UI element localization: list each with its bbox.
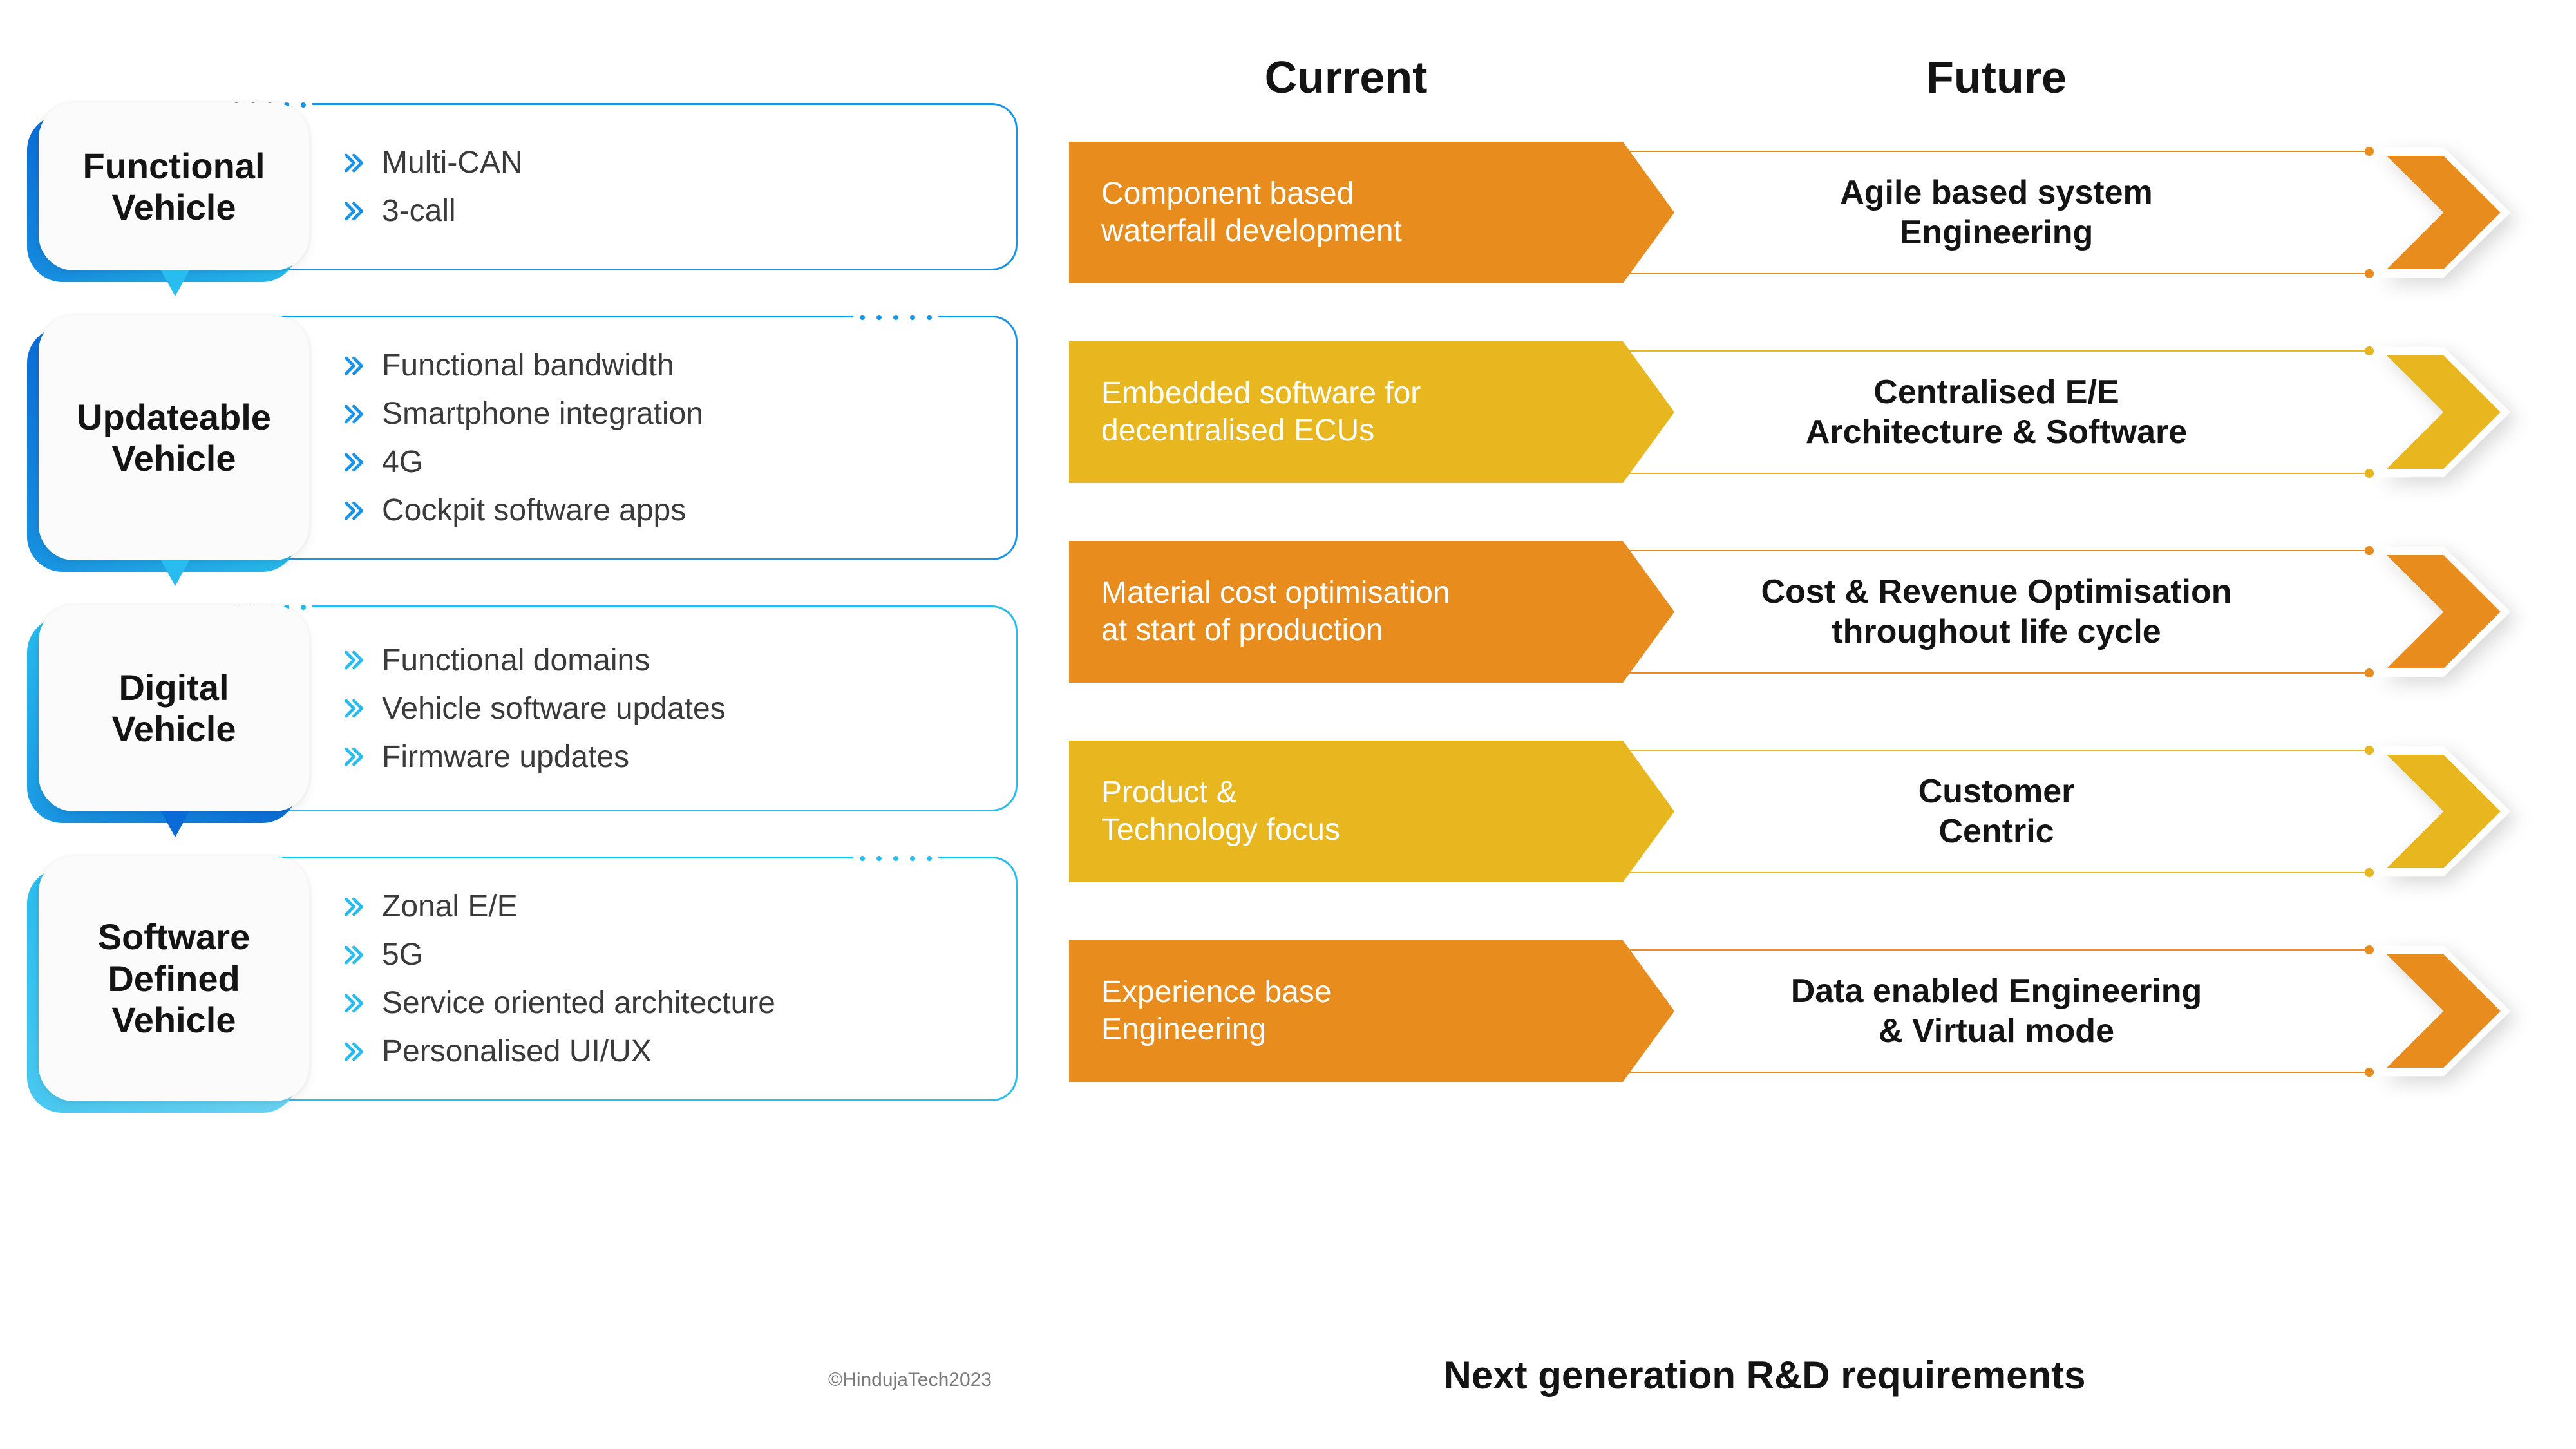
vehicle-feature-text: Personalised UI/UX — [382, 1034, 652, 1069]
vehicle-feature-item: Zonal E/E — [343, 889, 990, 924]
chevron-bullet-icon — [343, 745, 366, 768]
vehicle-badge: FunctionalVehicle — [39, 103, 309, 270]
chevron-bullet-icon — [343, 697, 366, 720]
vehicle-feature-text: Functional domains — [382, 643, 650, 678]
chevron-bullet-icon — [343, 1040, 366, 1063]
chevron-bullet-icon — [343, 895, 366, 918]
vehicle-feature-item: Smartphone integration — [343, 396, 990, 431]
vehicle-feature-item: Functional bandwidth — [343, 348, 990, 383]
future-state-text: Agile based systemEngineering — [1827, 173, 2166, 253]
current-state-box: Material cost optimisationat start of pr… — [1069, 541, 1623, 683]
chevron-arrow-icon — [2370, 142, 2537, 283]
vehicle-feature-text: Smartphone integration — [382, 396, 703, 431]
header-future: Future — [1623, 52, 2537, 103]
left-vehicle-cards: FunctionalVehicle Multi-CAN 3-call — [39, 52, 1018, 1397]
vehicle-badge: DigitalVehicle — [39, 605, 309, 811]
future-state-text: CustomerCentric — [1906, 772, 2088, 852]
column-headers: Current Future — [1069, 52, 2537, 103]
future-state-text: Centralised E/EArchitecture & Software — [1793, 372, 2200, 453]
chevron-arrow-icon — [2370, 940, 2537, 1082]
right-transition-diagram: Current Future Component basedwaterfall … — [1018, 52, 2537, 1397]
chevron-bullet-icon — [343, 943, 366, 967]
transition-row: Embedded software fordecentralised ECUs … — [1069, 341, 2537, 483]
footer-title: Next generation R&D requirements — [1069, 1353, 2537, 1397]
vehicle-feature-item: Vehicle software updates — [343, 691, 990, 726]
vehicle-feature-text: Cockpit software apps — [382, 493, 686, 528]
vehicle-feature-item: Functional domains — [343, 643, 990, 678]
vehicle-feature-text: Vehicle software updates — [382, 691, 726, 726]
vehicle-feature-item: 5G — [343, 937, 990, 972]
current-state-text: Component basedwaterfall development — [1101, 175, 1402, 249]
future-state-box: CustomerCentric — [1623, 741, 2370, 882]
chevron-arrow-icon — [2370, 541, 2537, 683]
vehicle-feature-text: Service oriented architecture — [382, 985, 775, 1021]
vehicle-feature-item: Cockpit software apps — [343, 493, 990, 528]
chevron-bullet-icon — [343, 151, 366, 175]
chevron-bullet-icon — [343, 451, 366, 474]
current-state-text: Embedded software fordecentralised ECUs — [1101, 375, 1421, 449]
vehicle-card: UpdateableVehicle Functional bandwidth S… — [39, 316, 1018, 560]
vehicle-feature-text: 5G — [382, 937, 423, 972]
current-state-text: Product &Technology focus — [1101, 774, 1340, 848]
vehicle-badge: UpdateableVehicle — [39, 316, 309, 560]
future-state-box: Data enabled Engineering& Virtual mode — [1623, 940, 2370, 1082]
chevron-arrow-icon — [2370, 741, 2537, 882]
vehicle-badge: SoftwareDefinedVehicle — [39, 857, 309, 1101]
chevron-bullet-icon — [343, 992, 366, 1015]
header-current: Current — [1069, 52, 1623, 103]
vehicle-feature-text: Firmware updates — [382, 739, 629, 775]
future-state-text: Data enabled Engineering& Virtual mode — [1778, 971, 2215, 1052]
chevron-arrow-icon — [2370, 341, 2537, 483]
chevron-bullet-icon — [343, 354, 366, 377]
vehicle-title: DigitalVehicle — [111, 667, 236, 750]
future-state-text: Cost & Revenue Optimisationthroughout li… — [1748, 572, 2245, 652]
current-state-text: Material cost optimisationat start of pr… — [1101, 574, 1450, 649]
vehicle-feature-item: 4G — [343, 444, 990, 480]
transition-row: Product &Technology focus CustomerCentri… — [1069, 741, 2537, 882]
vehicle-feature-item: 3-call — [343, 193, 990, 229]
current-state-box: Component basedwaterfall development — [1069, 142, 1623, 283]
future-state-box: Centralised E/EArchitecture & Software — [1623, 341, 2370, 483]
vehicle-card: FunctionalVehicle Multi-CAN 3-call — [39, 103, 1018, 270]
vehicle-feature-text: Zonal E/E — [382, 889, 518, 924]
vehicle-title: UpdateableVehicle — [77, 397, 271, 480]
vehicle-title: SoftwareDefinedVehicle — [98, 916, 251, 1041]
chevron-bullet-icon — [343, 402, 366, 426]
transition-row: Material cost optimisationat start of pr… — [1069, 541, 2537, 683]
transition-row: Component basedwaterfall development Agi… — [1069, 142, 2537, 283]
copyright: ©HindujaTech2023 — [828, 1369, 992, 1391]
vehicle-feature-item: Multi-CAN — [343, 145, 990, 180]
future-state-box: Agile based systemEngineering — [1623, 142, 2370, 283]
current-state-box: Embedded software fordecentralised ECUs — [1069, 341, 1623, 483]
vehicle-feature-text: Functional bandwidth — [382, 348, 674, 383]
vehicle-feature-item: Firmware updates — [343, 739, 990, 775]
vehicle-feature-item: Personalised UI/UX — [343, 1034, 990, 1069]
current-state-text: Experience baseEngineering — [1101, 974, 1332, 1048]
current-state-box: Experience baseEngineering — [1069, 940, 1623, 1082]
vehicle-title: FunctionalVehicle — [82, 146, 265, 229]
vehicle-feature-text: 4G — [382, 444, 423, 480]
vehicle-feature-text: 3-call — [382, 193, 456, 229]
vehicle-card: SoftwareDefinedVehicle Zonal E/E 5G — [39, 857, 1018, 1101]
vehicle-card: DigitalVehicle Functional domains Vehicl… — [39, 605, 1018, 811]
chevron-bullet-icon — [343, 649, 366, 672]
transition-row: Experience baseEngineering Data enabled … — [1069, 940, 2537, 1082]
current-state-box: Product &Technology focus — [1069, 741, 1623, 882]
chevron-bullet-icon — [343, 499, 366, 522]
chevron-bullet-icon — [343, 200, 366, 223]
future-state-box: Cost & Revenue Optimisationthroughout li… — [1623, 541, 2370, 683]
vehicle-feature-text: Multi-CAN — [382, 145, 523, 180]
vehicle-feature-item: Service oriented architecture — [343, 985, 990, 1021]
